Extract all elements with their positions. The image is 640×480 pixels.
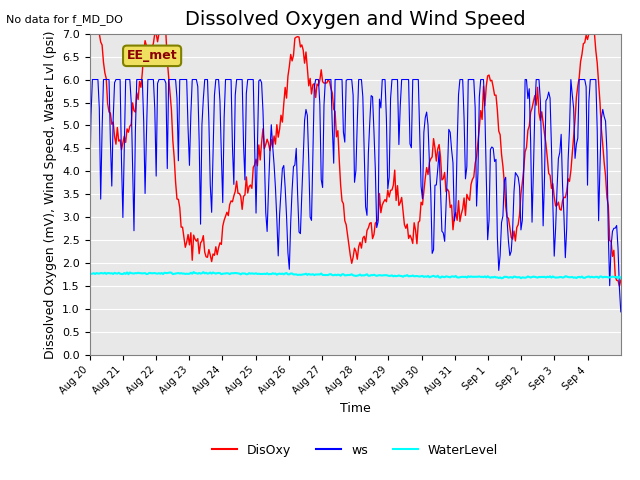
WaterLevel bbox=[466, 274, 474, 280]
X-axis label: Time: Time bbox=[340, 402, 371, 415]
Title: Dissolved Oxygen and Wind Speed: Dissolved Oxygen and Wind Speed bbox=[185, 10, 525, 29]
ws bbox=[88, 77, 96, 83]
DisOxy bbox=[120, 133, 128, 139]
WaterLevel bbox=[86, 270, 93, 276]
ws bbox=[614, 245, 622, 251]
DisOxy bbox=[86, 31, 93, 36]
DisOxy bbox=[543, 155, 551, 161]
ws bbox=[105, 77, 113, 83]
Text: No data for f_MD_DO: No data for f_MD_DO bbox=[6, 14, 124, 25]
WaterLevel bbox=[617, 275, 625, 281]
ws bbox=[545, 89, 552, 95]
WaterLevel bbox=[614, 276, 622, 281]
Legend: DisOxy, ws, WaterLevel: DisOxy, ws, WaterLevel bbox=[207, 439, 503, 461]
DisOxy bbox=[617, 277, 625, 283]
DisOxy bbox=[616, 283, 623, 289]
Text: EE_met: EE_met bbox=[127, 49, 177, 62]
ws bbox=[122, 77, 129, 83]
WaterLevel bbox=[360, 273, 368, 278]
Line: ws: ws bbox=[90, 80, 621, 312]
DisOxy bbox=[612, 277, 620, 283]
WaterLevel bbox=[616, 274, 623, 279]
Line: DisOxy: DisOxy bbox=[90, 34, 621, 286]
WaterLevel bbox=[545, 274, 552, 280]
DisOxy bbox=[359, 235, 367, 241]
Line: WaterLevel: WaterLevel bbox=[90, 272, 621, 278]
ws bbox=[466, 77, 474, 83]
WaterLevel bbox=[190, 269, 198, 275]
WaterLevel bbox=[104, 270, 111, 276]
ws bbox=[360, 150, 368, 156]
Y-axis label: Dissolved Oxygen (mV), Wind Speed, Water Lvl (psi): Dissolved Oxygen (mV), Wind Speed, Water… bbox=[44, 30, 56, 359]
WaterLevel bbox=[120, 270, 128, 276]
DisOxy bbox=[104, 101, 111, 107]
DisOxy bbox=[465, 195, 472, 201]
ws bbox=[86, 191, 93, 197]
ws bbox=[617, 309, 625, 315]
